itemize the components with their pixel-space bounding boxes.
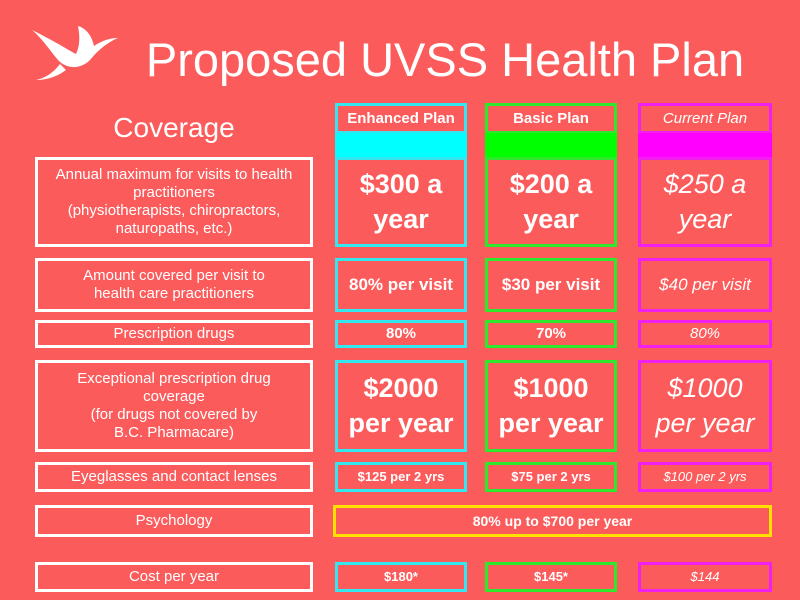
row-label: Prescription drugs — [35, 320, 313, 348]
cell-value: 70% — [485, 320, 617, 348]
cell-value: $300 a year — [335, 157, 467, 247]
label-line: health care practitioners — [93, 285, 255, 302]
cell-value: $30 per visit — [485, 258, 617, 312]
row-label: Annual maximum for visits to health pract… — [35, 157, 313, 247]
cell-value: $144 — [638, 562, 772, 592]
label-line: Exceptional prescription drug — [77, 370, 271, 387]
cell-value: $100 per 2 yrs — [638, 462, 772, 492]
label-line: practitioners — [133, 184, 215, 201]
cell-value: 80% — [335, 320, 467, 348]
cell-value: $125 per 2 yrs — [335, 462, 467, 492]
cell-value: 80% per visit — [335, 258, 467, 312]
cell-value: $250 a year — [638, 157, 772, 247]
label-line: Annual maximum for visits to health — [55, 166, 293, 183]
row-label: Cost per year — [35, 562, 313, 592]
cell-value: 80% up to $700 per year — [333, 505, 772, 537]
label-line: Eyeglasses and contact lenses — [71, 468, 277, 485]
plan-color-bar — [335, 133, 467, 158]
coverage-heading: Coverage — [113, 112, 235, 143]
cell-value: $2000 per year — [335, 360, 467, 452]
cell-value: $145* — [485, 562, 617, 592]
label-line: Psychology — [135, 512, 213, 529]
plan-header: Basic Plan — [485, 103, 617, 134]
label-line: (physiotherapists, chiropractors, — [67, 202, 281, 219]
plan-header: Enhanced Plan — [335, 103, 467, 134]
plan-header: Current Plan — [638, 103, 772, 134]
row-label: Psychology — [35, 505, 313, 537]
cell-value: $75 per 2 yrs — [485, 462, 617, 492]
cell-value: $200 a year — [485, 157, 617, 247]
label-line: Prescription drugs — [113, 325, 235, 342]
label-line: (for drugs not covered by — [90, 406, 258, 423]
cell-value: $1000 per year — [638, 360, 772, 452]
label-line: B.C. Pharmacare) — [113, 424, 235, 441]
bird-logo — [32, 26, 118, 80]
row-label: Exceptional prescription drug coverage (fo… — [35, 360, 313, 452]
row-label: Eyeglasses and contact lenses — [35, 462, 313, 492]
label-line: Amount covered per visit to — [83, 267, 265, 284]
plan-color-bar — [638, 133, 772, 158]
label-line: Cost per year — [128, 568, 220, 585]
cell-value: 80% — [638, 320, 772, 348]
cell-value: $180* — [335, 562, 467, 592]
row-label: Amount covered per visit to health care p… — [35, 258, 313, 312]
cell-value: $1000 per year — [485, 360, 617, 452]
label-line: naturopaths, etc.) — [115, 220, 233, 237]
cell-value: $40 per visit — [638, 258, 772, 312]
plan-color-bar — [485, 133, 617, 158]
title: Proposed UVSS Health Plan — [145, 32, 745, 86]
label-line: coverage — [143, 388, 205, 405]
